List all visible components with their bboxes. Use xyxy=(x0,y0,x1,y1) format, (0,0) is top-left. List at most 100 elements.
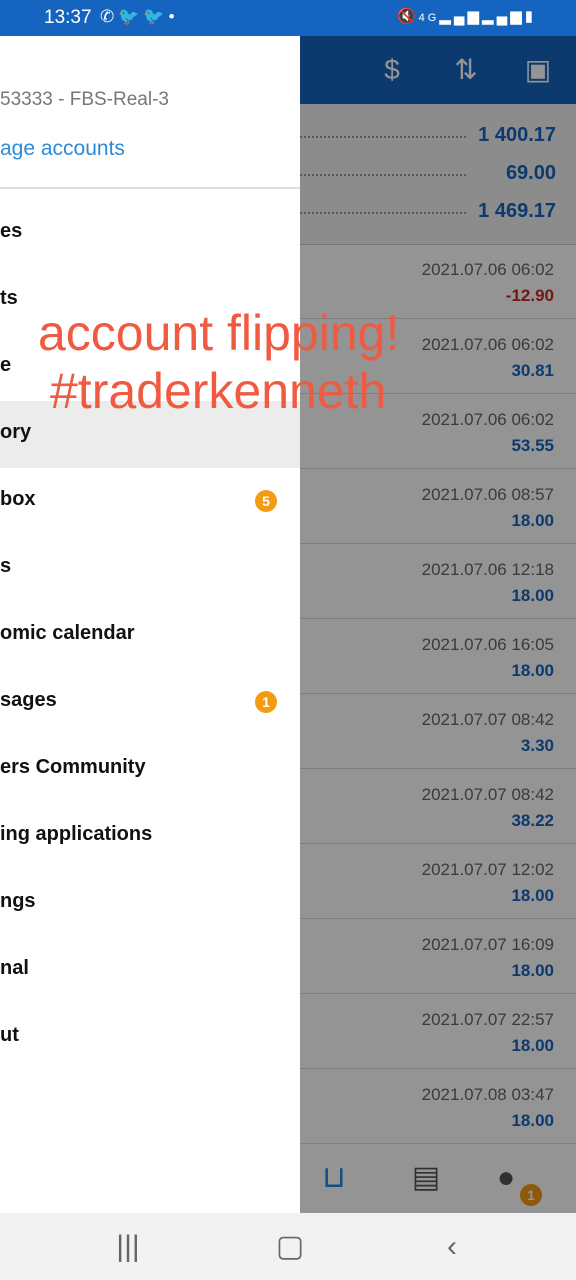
drawer-menu-item[interactable]: e xyxy=(0,334,300,401)
status-time: 13:37 xyxy=(44,7,92,28)
deal-date: 2021.07.06 06:02 xyxy=(421,335,554,354)
4g-icon: 4G xyxy=(418,12,440,24)
deal-date: 2021.07.07 08:42 xyxy=(421,710,554,729)
drawer-menu-item[interactable]: box 5 xyxy=(0,468,300,535)
summary-row: 69.00 xyxy=(300,156,556,192)
account-number: 53333 - FBS-Real-3 xyxy=(0,89,169,110)
deal-profit: 18.00 xyxy=(511,886,554,905)
navigation-drawer: 53333 - FBS-Real-3 age accounts es ts e ory… xyxy=(0,36,300,1213)
summary-value: 69.00 xyxy=(505,162,556,184)
deal-row[interactable]: 2021.07.06 12:18 18.00 xyxy=(300,544,576,619)
deal-row[interactable]: 2021.07.06 16:05 18.00 xyxy=(300,619,576,694)
deal-profit: 30.81 xyxy=(511,361,554,380)
drawer-menu-item[interactable]: ngs xyxy=(0,870,300,937)
drawer-menu-item[interactable]: sages 1 xyxy=(0,669,300,736)
deal-profit: 18.00 xyxy=(511,961,554,980)
deal-row[interactable]: 2021.07.07 22:57 18.00 xyxy=(300,994,576,1069)
notification-icons: ✆🐦🐦• xyxy=(100,7,179,27)
drawer-menu-item[interactable]: ing applications xyxy=(0,803,300,870)
menu-item-label: ngs xyxy=(0,890,36,912)
menu-item-badge: 1 xyxy=(255,691,277,713)
twitter-icon: 🐦 xyxy=(143,7,169,26)
drawer-menu-item[interactable]: es xyxy=(0,200,300,267)
summary-row: 1 400.17 xyxy=(300,118,556,154)
menu-item-label: es xyxy=(0,220,23,242)
drawer-menu-item[interactable]: ers Community xyxy=(0,736,300,803)
twitter-icon: 🐦 xyxy=(118,7,144,26)
menu-item-badge: 5 xyxy=(255,490,277,512)
signal-icon: ▂▄▆ xyxy=(482,8,525,25)
menu-item-label: ers Community xyxy=(0,756,146,778)
overlay-caption: account flipping! #traderkenneth xyxy=(38,304,399,420)
home-icon[interactable]: ▢ xyxy=(275,1230,305,1263)
deal-profit: 38.22 xyxy=(511,811,554,830)
news-icon[interactable]: ▤ xyxy=(411,1161,441,1194)
deal-row[interactable]: 2021.07.06 06:02 53.55 xyxy=(300,394,576,469)
overlay-line: account flipping! xyxy=(38,305,400,361)
battery-icon: ▮ xyxy=(524,8,536,25)
currency-exchange-icon[interactable]: $ xyxy=(384,54,400,85)
summary-value: 1 469.17 xyxy=(478,200,556,222)
deal-date: 2021.07.06 06:02 xyxy=(421,260,554,279)
deal-profit: 3.30 xyxy=(520,736,554,755)
deal-date: 2021.07.06 16:05 xyxy=(421,635,554,654)
drawer-menu-item[interactable]: ut xyxy=(0,1004,300,1071)
overlay-line: #traderkenneth xyxy=(50,363,387,419)
recents-icon[interactable]: ||| xyxy=(116,1230,140,1263)
system-icons: 🔇4G▂▄▆▂▄▆▮ xyxy=(397,7,536,25)
deal-date: 2021.07.07 12:02 xyxy=(421,860,554,879)
back-icon[interactable]: ‹ xyxy=(447,1230,457,1263)
deal-row[interactable]: 2021.07.07 08:42 3.30 xyxy=(300,694,576,769)
menu-item-label: ut xyxy=(0,1024,19,1046)
chat-badge: 1 xyxy=(520,1184,542,1206)
inbox-icon[interactable]: ⊔ xyxy=(322,1161,346,1194)
whatsapp-icon: ✆ xyxy=(100,7,119,26)
deal-profit: 18.00 xyxy=(511,1111,554,1130)
deal-date: 2021.07.06 06:02 xyxy=(421,410,554,429)
deal-date: 2021.07.06 12:18 xyxy=(421,560,554,579)
drawer-menu-item[interactable]: ory xyxy=(0,401,300,468)
menu-item-label: ory xyxy=(0,421,32,443)
deal-date: 2021.07.06 08:57 xyxy=(421,485,554,504)
drawer-menu-item[interactable]: omic calendar xyxy=(0,602,300,669)
deal-profit: 53.55 xyxy=(511,436,554,455)
menu-item-label: s xyxy=(0,555,12,577)
menu-item-label: omic calendar xyxy=(0,622,135,644)
menu-item-label: ing applications xyxy=(0,823,153,845)
deal-row[interactable]: 2021.07.07 12:02 18.00 xyxy=(300,844,576,919)
deal-date: 2021.07.07 16:09 xyxy=(421,935,554,954)
menu-item-label: ts xyxy=(0,287,18,309)
deal-date: 2021.07.07 08:42 xyxy=(421,785,554,804)
deal-profit: 18.00 xyxy=(511,511,554,530)
calendar-icon[interactable]: ▣ xyxy=(524,54,552,85)
deal-row[interactable]: 2021.07.08 03:47 18.00 xyxy=(300,1069,576,1144)
dot-icon: • xyxy=(168,7,179,26)
divider xyxy=(0,187,300,189)
system-nav-bar: ||| ▢ ‹ xyxy=(0,1213,576,1280)
deal-row[interactable]: 2021.07.06 08:57 18.00 xyxy=(300,469,576,544)
deal-profit: 18.00 xyxy=(511,1036,554,1055)
summary-row: 1 469.17 xyxy=(300,194,556,230)
menu-item-label: box xyxy=(0,488,36,510)
chat-icon[interactable]: ● xyxy=(496,1161,516,1194)
drawer-menu-item[interactable]: ts xyxy=(0,267,300,334)
mute-icon: 🔇 xyxy=(396,8,419,25)
deal-date: 2021.07.07 22:57 xyxy=(421,1010,554,1029)
drawer-menu-item[interactable]: nal xyxy=(0,937,300,1004)
manage-accounts-link[interactable]: age accounts xyxy=(0,137,125,160)
drawer-menu-item[interactable]: s xyxy=(0,535,300,602)
deal-row[interactable]: 2021.07.06 06:02 30.81 xyxy=(300,319,576,394)
menu-item-label: nal xyxy=(0,957,29,979)
deal-profit: 18.00 xyxy=(511,586,554,605)
sort-icon[interactable]: ⇅ xyxy=(454,54,478,85)
menu-item-label: e xyxy=(0,354,12,376)
menu-item-label: sages xyxy=(0,689,57,711)
deal-row[interactable]: 2021.07.07 16:09 18.00 xyxy=(300,919,576,994)
summary-value: 1 400.17 xyxy=(478,124,556,146)
signal-icon: ▂▄▆ xyxy=(439,8,483,25)
deal-row[interactable]: 2021.07.07 08:42 38.22 xyxy=(300,769,576,844)
deal-profit: 18.00 xyxy=(511,661,554,680)
deal-row[interactable]: 2021.07.06 06:02 -12.90 xyxy=(300,244,576,319)
deal-date: 2021.07.08 03:47 xyxy=(421,1085,554,1104)
status-bar: 13:37 ✆🐦🐦• 🔇4G▂▄▆▂▄▆▮ xyxy=(0,0,576,36)
